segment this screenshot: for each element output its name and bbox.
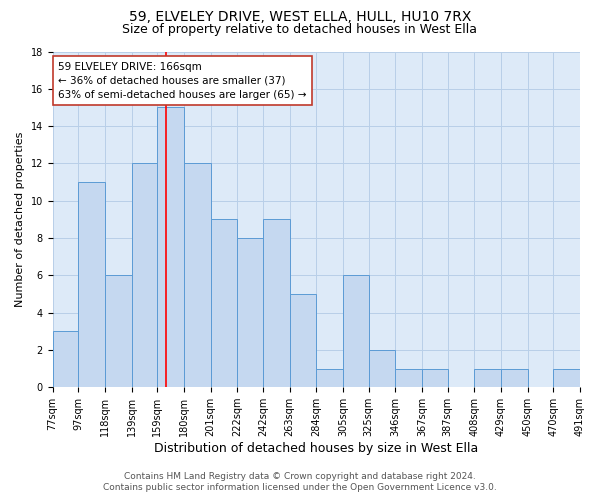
Bar [211, 220, 238, 387]
Text: Contains HM Land Registry data © Crown copyright and database right 2024.
Contai: Contains HM Land Registry data © Crown c… [103, 472, 497, 492]
Y-axis label: Number of detached properties: Number of detached properties [15, 132, 25, 307]
Bar [105, 276, 131, 387]
Bar [263, 220, 290, 387]
Bar [78, 182, 105, 387]
Bar [343, 276, 368, 387]
Bar [157, 108, 184, 387]
Bar [316, 368, 343, 387]
Text: 59, ELVELEY DRIVE, WEST ELLA, HULL, HU10 7RX: 59, ELVELEY DRIVE, WEST ELLA, HULL, HU10… [129, 10, 471, 24]
Bar [368, 350, 395, 387]
Bar [131, 164, 157, 387]
Bar [474, 368, 501, 387]
Bar [238, 238, 263, 387]
Bar [422, 368, 448, 387]
X-axis label: Distribution of detached houses by size in West Ella: Distribution of detached houses by size … [154, 442, 478, 455]
Bar [184, 164, 211, 387]
Bar [501, 368, 528, 387]
Text: Size of property relative to detached houses in West Ella: Size of property relative to detached ho… [122, 22, 478, 36]
Bar [53, 332, 78, 387]
Bar [395, 368, 422, 387]
Bar [290, 294, 316, 387]
Text: 59 ELVELEY DRIVE: 166sqm
← 36% of detached houses are smaller (37)
63% of semi-d: 59 ELVELEY DRIVE: 166sqm ← 36% of detach… [58, 62, 307, 100]
Bar [553, 368, 580, 387]
